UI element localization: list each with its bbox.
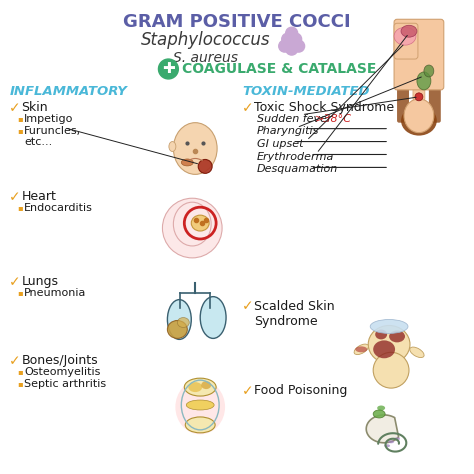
Circle shape [158,59,178,79]
Text: S. aureus: S. aureus [173,51,237,65]
Ellipse shape [200,297,226,338]
Text: ✓: ✓ [9,101,21,115]
Text: ✓: ✓ [9,354,21,368]
Ellipse shape [373,340,395,358]
Text: COAGULASE & CATALASE: COAGULASE & CATALASE [182,62,377,76]
Text: ✓: ✓ [242,101,254,115]
Text: Bones/Joints: Bones/Joints [21,354,98,367]
Text: Osteomyelitis: Osteomyelitis [24,367,100,377]
Text: >38°C: >38°C [315,114,352,124]
Ellipse shape [384,444,390,447]
Ellipse shape [401,106,437,136]
Ellipse shape [182,159,193,166]
Text: Impetigo: Impetigo [24,114,73,124]
Text: Pharyngitis: Pharyngitis [257,126,319,136]
Circle shape [286,43,298,55]
Ellipse shape [186,400,214,410]
Ellipse shape [354,344,368,355]
Text: Skin: Skin [21,101,48,114]
Text: TOXIN-MEDIATED: TOXIN-MEDIATED [242,85,369,98]
Ellipse shape [177,318,189,328]
Ellipse shape [375,329,387,339]
Text: GRAM POSITIVE COCCI: GRAM POSITIVE COCCI [123,13,351,31]
Text: ▪: ▪ [17,203,23,212]
Circle shape [279,40,291,52]
Ellipse shape [368,326,410,363]
Text: Septic arthritis: Septic arthritis [24,379,106,389]
FancyBboxPatch shape [397,59,409,123]
Text: Pneumonia: Pneumonia [24,288,87,298]
Text: Scalded Skin
Syndrome: Scalded Skin Syndrome [254,300,335,328]
Circle shape [373,352,409,388]
Text: ▪: ▪ [17,114,23,123]
Ellipse shape [173,123,217,174]
Ellipse shape [184,378,216,396]
Text: Staphylococcus: Staphylococcus [140,31,270,49]
Ellipse shape [410,347,424,357]
Text: Desquamation: Desquamation [257,164,338,174]
Ellipse shape [356,346,367,352]
Text: Lungs: Lungs [21,275,58,288]
Circle shape [290,33,301,45]
Circle shape [198,159,212,173]
Ellipse shape [389,330,405,342]
Text: INFLAMMATORY: INFLAMMATORY [9,85,127,98]
Text: ▪: ▪ [17,367,23,376]
Ellipse shape [394,27,416,45]
FancyBboxPatch shape [394,19,444,90]
Text: ✓: ✓ [9,190,21,204]
Text: Furuncles,
etc...: Furuncles, etc... [24,126,82,147]
FancyBboxPatch shape [429,64,441,123]
Ellipse shape [185,417,215,433]
Text: Sudden fever: Sudden fever [257,114,335,124]
Text: Erythroderma: Erythroderma [257,152,334,162]
Ellipse shape [417,72,431,90]
Ellipse shape [388,440,394,443]
Ellipse shape [201,381,211,389]
FancyBboxPatch shape [394,23,418,59]
Text: Toxic Shock Syndrome: Toxic Shock Syndrome [254,101,394,114]
Ellipse shape [191,215,209,231]
Circle shape [292,40,305,52]
Text: GI upset: GI upset [257,138,303,148]
Ellipse shape [394,438,400,440]
Circle shape [415,93,423,101]
Ellipse shape [167,320,187,338]
Ellipse shape [370,319,408,333]
Ellipse shape [188,382,202,392]
Ellipse shape [401,25,417,37]
Circle shape [286,27,298,39]
Text: Food Poisoning: Food Poisoning [254,384,347,397]
Text: Endocarditis: Endocarditis [24,203,93,213]
Ellipse shape [169,142,176,152]
Polygon shape [366,415,399,443]
Text: ✓: ✓ [242,300,254,314]
Ellipse shape [424,65,434,77]
Text: ✓: ✓ [242,384,254,398]
Text: ✚: ✚ [162,62,175,76]
Ellipse shape [373,410,385,418]
Circle shape [282,33,294,45]
Ellipse shape [167,300,191,339]
Text: ▪: ▪ [17,288,23,297]
Circle shape [163,198,222,258]
Text: Heart: Heart [21,190,56,203]
Ellipse shape [404,99,434,133]
Text: ▪: ▪ [17,126,23,135]
Text: ✓: ✓ [9,275,21,289]
Ellipse shape [377,405,385,410]
Ellipse shape [175,380,225,434]
FancyBboxPatch shape [413,86,425,100]
Text: ▪: ▪ [17,379,23,388]
